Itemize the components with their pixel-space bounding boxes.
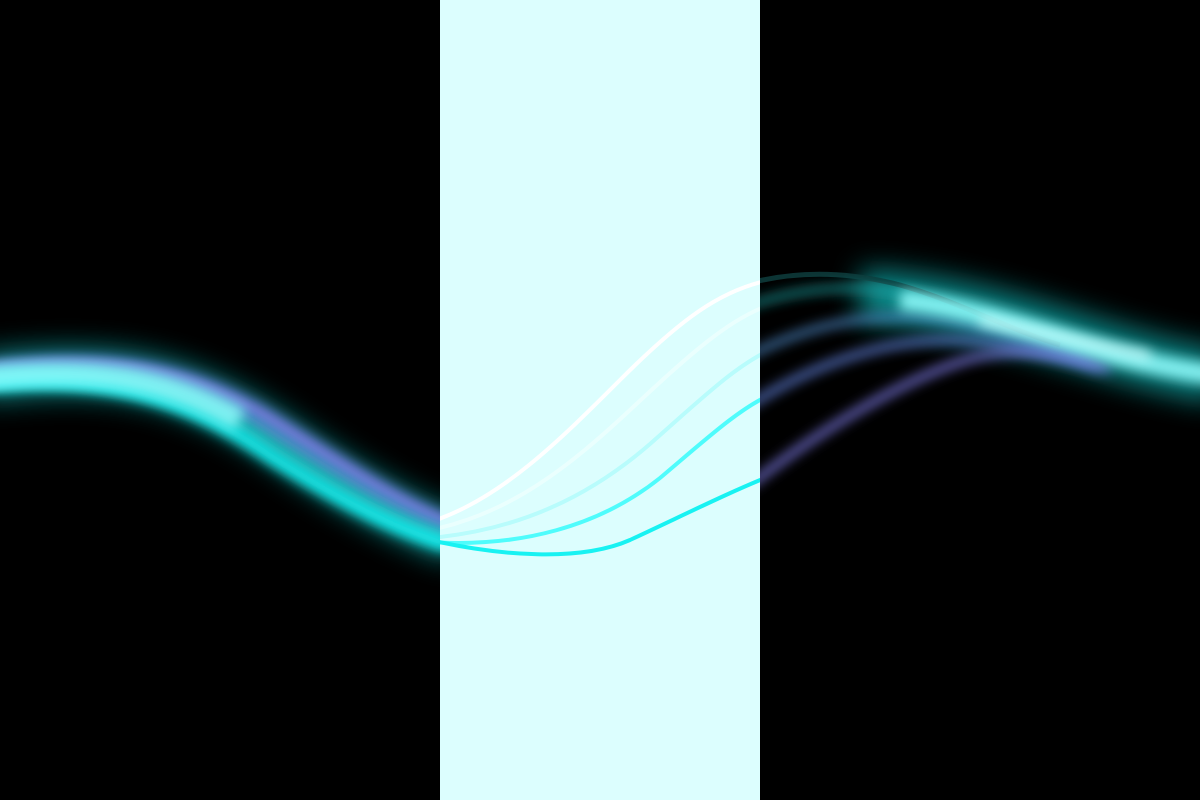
- left-wave-group: [0, 348, 440, 557]
- center-wave-group: [440, 280, 760, 557]
- center-wave-3: [440, 352, 760, 539]
- right-wave-core-highlight: [979, 315, 1151, 361]
- right-wave-5: [760, 348, 1112, 482]
- center-wave-2: [440, 306, 760, 530]
- center-wave-5: [440, 477, 760, 557]
- center-wave-4: [440, 397, 760, 545]
- right-wave-group: [760, 269, 1200, 482]
- center-wave-1: [440, 280, 760, 521]
- left-wave-core: [0, 361, 246, 431]
- right-wave-3: [760, 314, 1091, 363]
